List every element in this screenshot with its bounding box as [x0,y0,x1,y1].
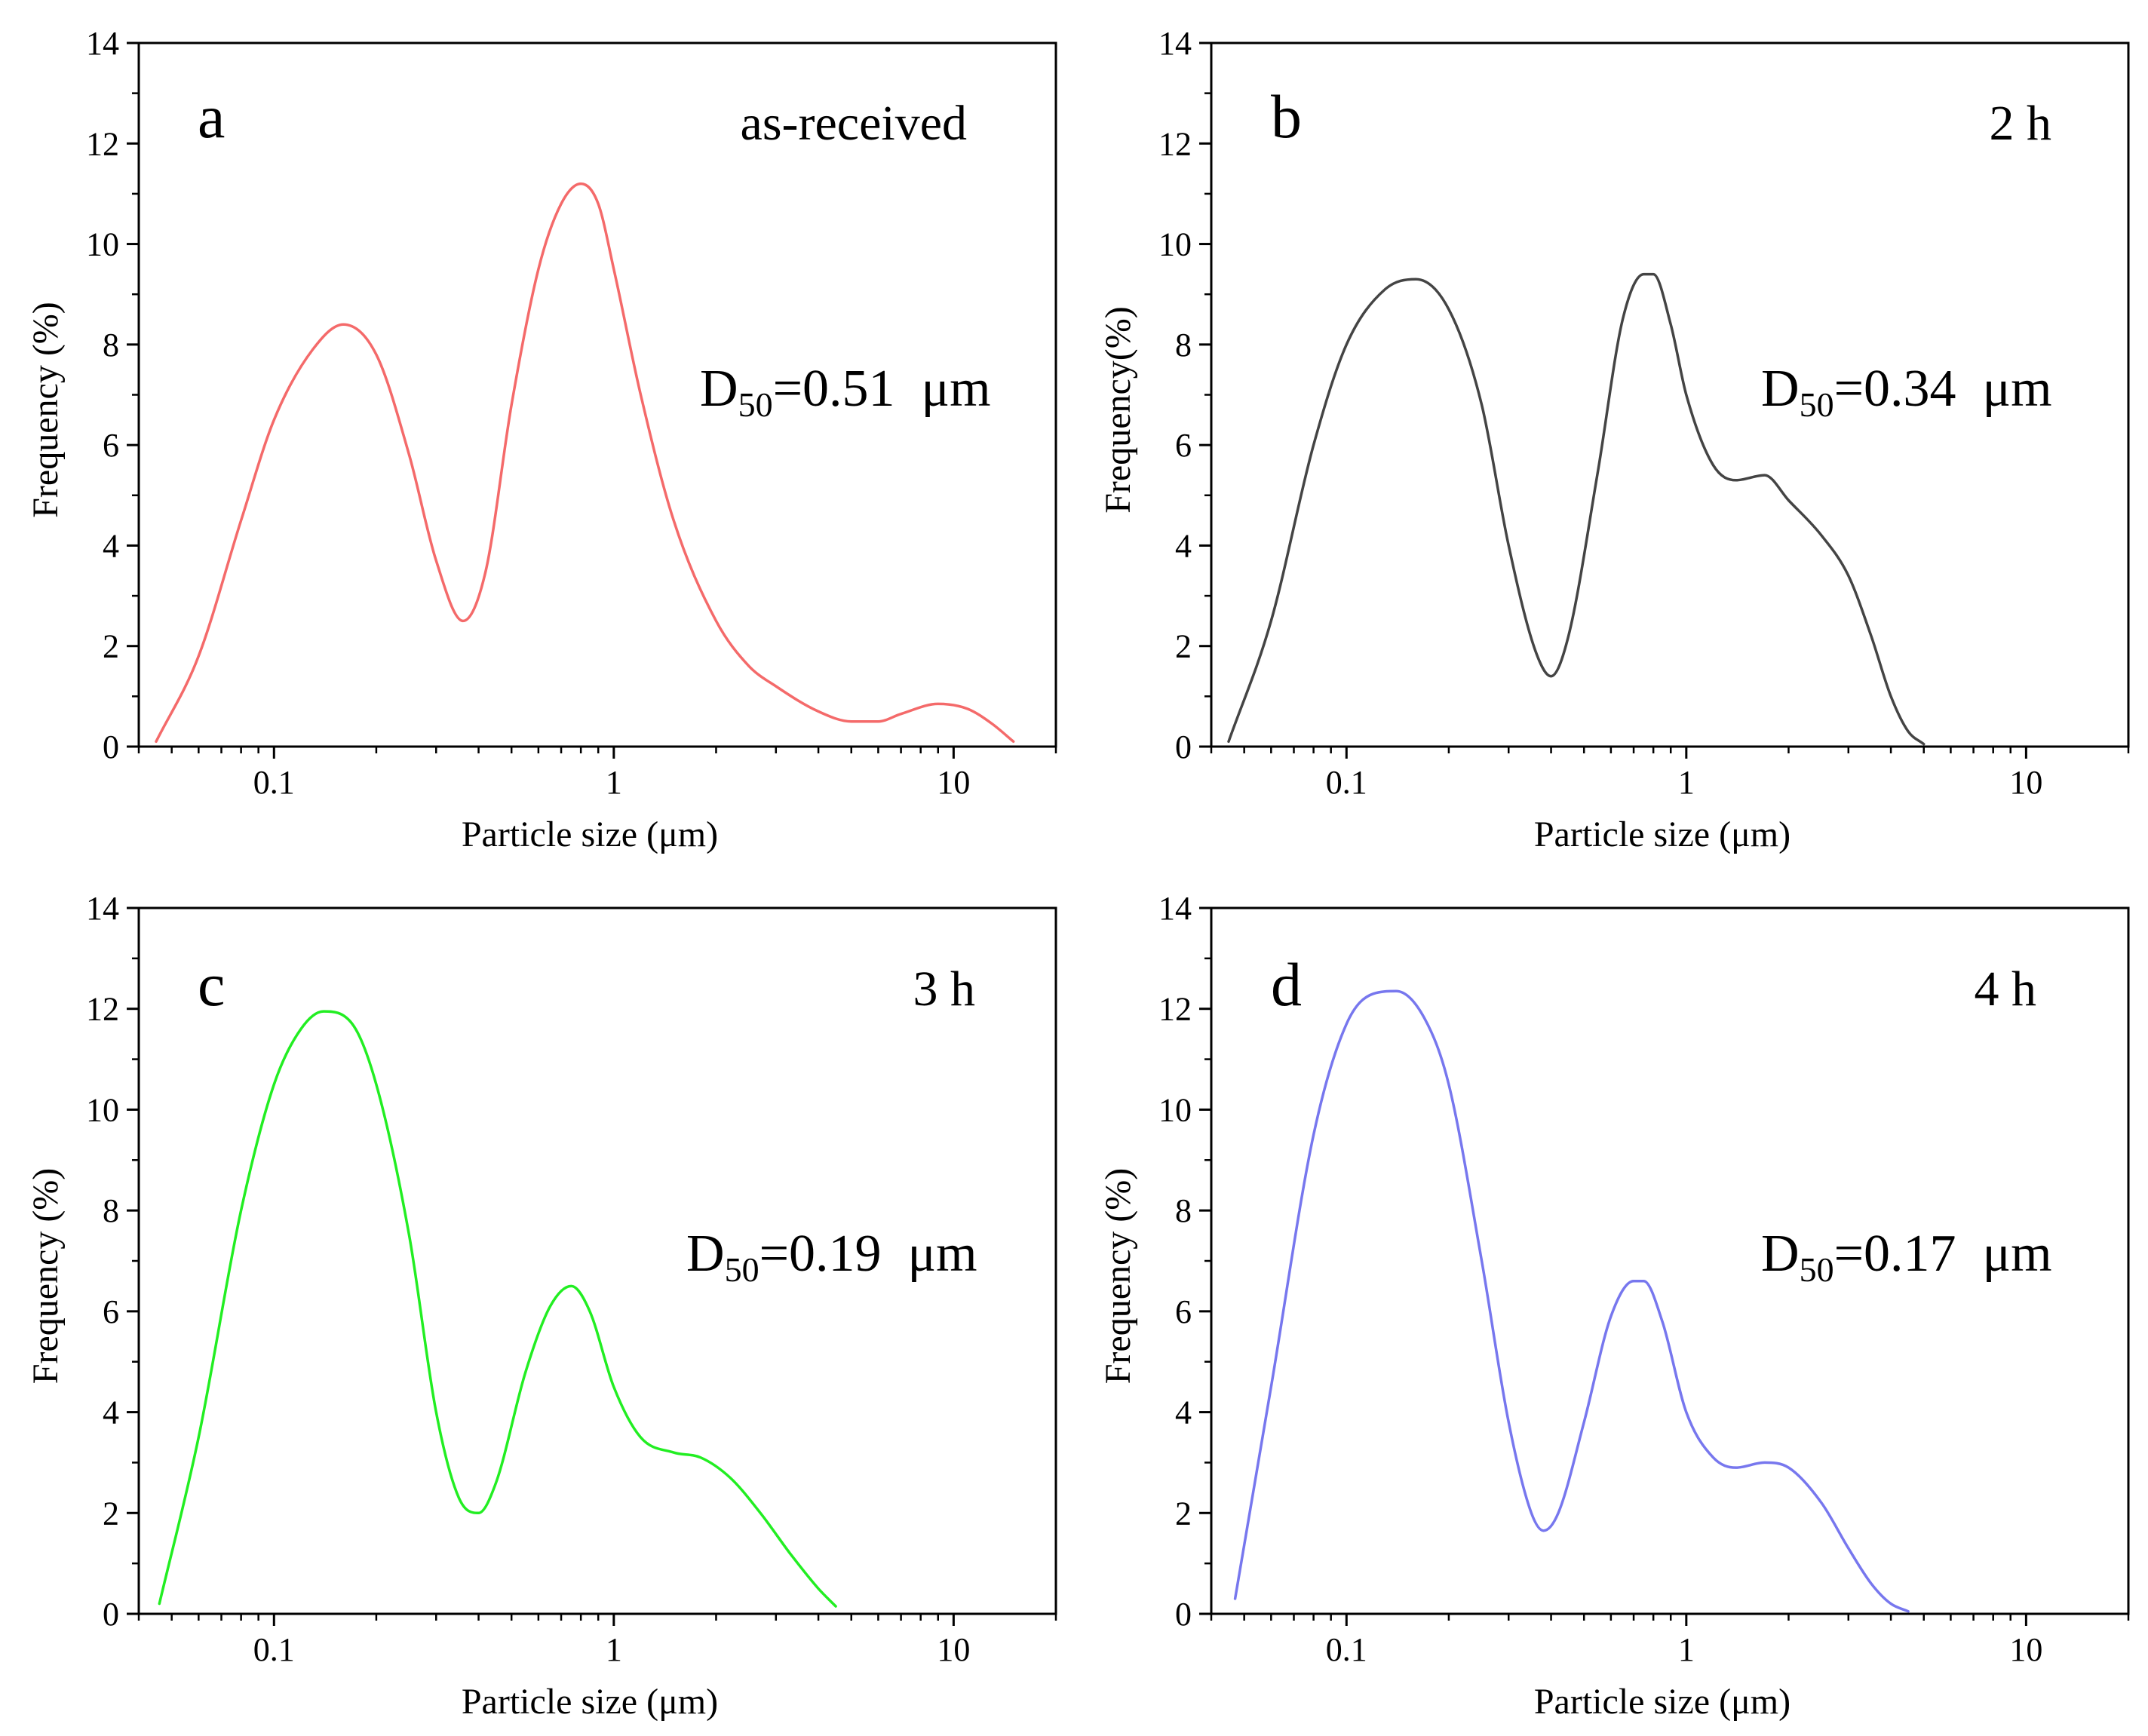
y-tick-label: 2 [1175,628,1192,665]
y-tick-label: 6 [103,427,119,464]
panel-a: 0 2 4 6 8 10 12 14 0.1 1 10 Particle size (μm) Frequ… [26,25,1057,854]
y-tick-label: 0 [1175,1596,1192,1633]
y-tick-label: 2 [103,1495,119,1532]
y-tick-label: 10 [86,226,119,263]
condition-label: 3 h [913,962,976,1017]
y-tick-label: 14 [86,890,119,927]
d50-value: =0.19 μm [759,1225,977,1283]
x-axis-title: Particle size (μm) [1534,1682,1791,1722]
d50-value: =0.51 μm [773,360,991,418]
y-tick-label: 12 [86,125,119,162]
y-tick-label: 0 [103,1596,119,1633]
series-line-b [1227,272,1926,746]
y-tick-label: 6 [1175,427,1192,464]
x-axis-title: Particle size (μm) [462,1682,718,1722]
y-tick-label: 2 [1175,1495,1192,1532]
y-tick-label: 10 [1158,226,1192,263]
y-tick-label: 8 [1175,327,1192,363]
y-tick-label: 0 [103,728,119,765]
x-tick-label: 0.1 [1326,1631,1367,1668]
x-tick-label: 1 [1678,764,1695,801]
y-tick-label: 12 [86,991,119,1028]
panel-letter: d [1271,950,1302,1019]
condition-label: 4 h [1975,962,2037,1017]
y-axis-title: Frequency (%) [1098,1168,1138,1385]
d50-prefix: D [1761,1225,1800,1283]
y-tick-label: 10 [1158,1091,1192,1128]
d50-prefix: D [700,360,738,418]
d50-subscript: 50 [725,1250,759,1289]
x-tick-label: 1 [1678,1631,1695,1668]
panel-letter: a [198,82,225,151]
y-tick-label: 14 [1158,25,1192,62]
y-tick-label: 4 [103,527,119,564]
d50-prefix: D [1761,360,1800,418]
y-axis-title: Frequency(%) [1098,306,1138,514]
d50-prefix: D [686,1225,725,1283]
x-tick-label: 1 [606,764,622,801]
series-line-d [1233,989,1910,1613]
y-tick-label: 8 [103,327,119,363]
y-tick-label: 12 [1158,991,1192,1028]
d50-label: D50=0.51 μm [700,360,991,424]
d50-label: D50=0.34 μm [1761,360,2052,424]
y-tick-label: 14 [1158,890,1192,927]
condition-label: 2 h [1990,96,2052,151]
d50-subscript: 50 [738,385,773,424]
d50-label: D50=0.19 μm [686,1225,977,1289]
y-tick-label: 0 [1175,728,1192,765]
panel-b: 0 2 4 6 8 10 12 14 0.1 1 10 Particle size (μm) Frequ… [1098,25,2130,854]
d50-subscript: 50 [1800,385,1834,424]
y-tick-label: 6 [103,1293,119,1330]
x-tick-label: 10 [937,764,970,801]
panel-letter: c [198,950,225,1019]
panel-c: 0 2 4 6 8 10 12 14 0.1 1 10 Particle size (μm) Frequ… [26,890,1057,1722]
d50-subscript: 50 [1800,1250,1834,1289]
d50-label: D50=0.17 μm [1761,1225,2052,1289]
x-tick-label: 1 [606,1631,622,1668]
y-tick-label: 12 [1158,125,1192,162]
x-tick-label: 10 [937,1631,970,1668]
y-tick-label: 2 [103,628,119,665]
y-tick-label: 10 [86,1091,119,1128]
d50-value: =0.34 μm [1834,360,2052,418]
y-tick-label: 4 [1175,1394,1192,1431]
y-axis-title: Frequency (%) [26,1168,66,1385]
x-axis-title: Particle size (μm) [1534,814,1791,854]
d50-value: =0.17 μm [1834,1225,2052,1283]
y-tick-label: 4 [103,1394,119,1431]
y-tick-label: 4 [1175,527,1192,564]
x-tick-label: 0.1 [253,1631,295,1668]
y-tick-label: 14 [86,25,119,62]
panel-d: 0 2 4 6 8 10 12 14 0.1 1 10 Particle size (μm) Frequ… [1098,890,2130,1722]
x-axis-title: Particle size (μm) [462,814,718,854]
x-tick-label: 0.1 [1326,764,1367,801]
x-tick-label: 10 [2009,764,2042,801]
y-tick-label: 8 [1175,1192,1192,1229]
series-line-c [158,1010,837,1608]
x-tick-label: 10 [2009,1631,2042,1668]
condition-label: as-received [741,96,967,151]
y-tick-label: 8 [103,1192,119,1229]
y-axis-title: Frequency (%) [26,302,66,518]
panel-letter: b [1271,82,1302,151]
series-line-a [155,182,1015,744]
x-tick-label: 0.1 [253,764,295,801]
y-tick-label: 6 [1175,1293,1192,1330]
